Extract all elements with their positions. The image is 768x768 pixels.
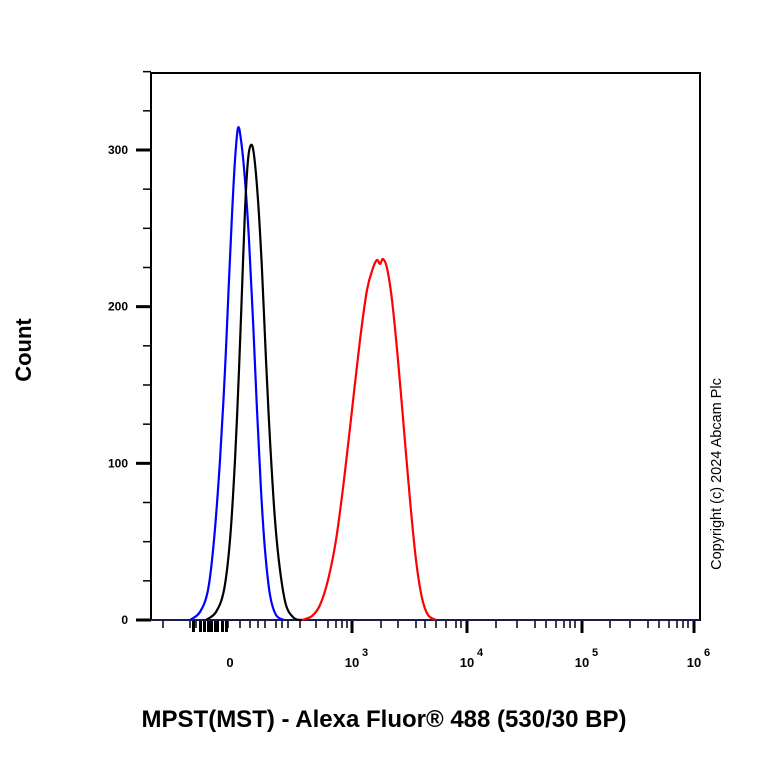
x-axis-title: MPST(MST) - Alexa Fluor® 488 (530/30 BP) [141,706,627,733]
x-tick-label: 10 [575,655,589,670]
series-isotype-black [205,143,303,622]
y-tick-label: 200 [108,300,128,314]
copyright-notice: Copyright (c) 2024 Abcam Plc [704,318,730,630]
x-tick-label: 0 [226,655,233,670]
plot-frame [150,72,701,621]
y-axis-title: Count [4,300,44,400]
y-axis-ticks: 0 100 200 300 [108,70,151,627]
x-tick-exponent: 5 [592,647,598,659]
y-tick-label: 300 [108,143,128,157]
y-tick-label: 0 [121,613,128,627]
x-tick-label: 10 [687,655,701,670]
x-tick-exponent: 6 [704,647,710,659]
y-tick-label: 100 [108,456,128,470]
y-axis-title-text: Count [11,318,36,382]
x-tick-exponent: 4 [477,647,484,659]
x-tick-label: 10 [460,655,474,670]
x-tick-exponent: 3 [362,647,368,659]
series-unstained-blue [189,126,285,622]
copyright-text: Copyright (c) 2024 Abcam Plc [709,378,725,570]
x-tick-label: 10 [345,655,359,670]
series-antibody-red [301,257,437,622]
